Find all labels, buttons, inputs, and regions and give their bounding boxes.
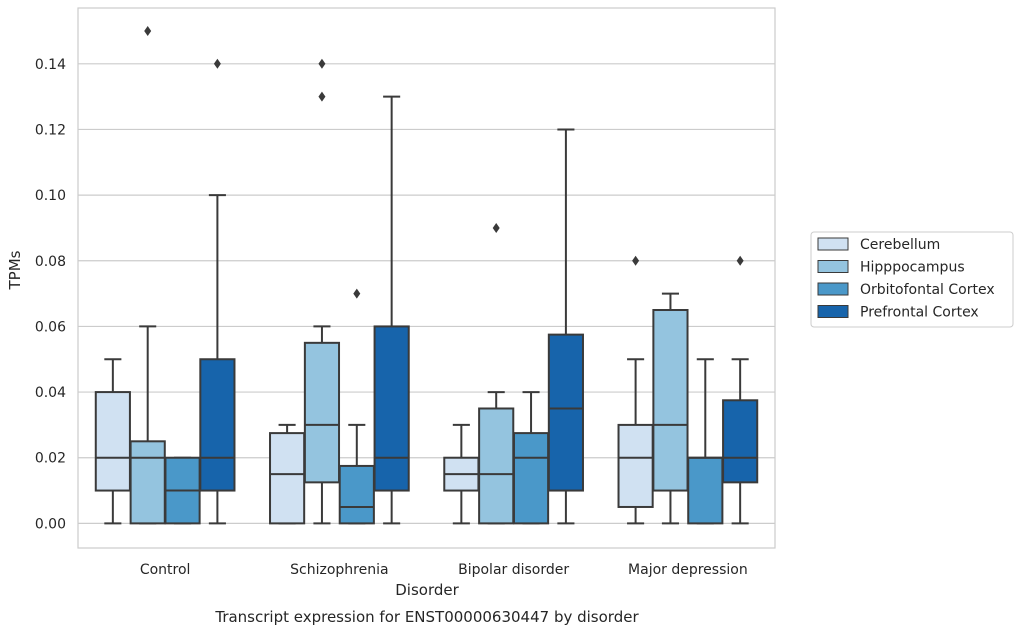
box-layer [94,25,759,525]
outlier-point [492,222,500,233]
box [303,341,341,484]
box [129,440,166,525]
box-group [129,25,166,525]
y-axis-ticks: 0.00 0.02 0.04 0.06 0.08 0.10 0.12 0.14 [35,57,66,533]
x-tick-label: Control [140,562,191,578]
box-group [547,128,584,525]
y-tick-label: 0.14 [35,57,66,73]
box-group [94,358,131,525]
y-tick-label: 0.06 [35,319,66,335]
box [722,399,759,484]
chart-caption: Transcript expression for ENST0000063044… [214,608,639,626]
outlier-point [144,25,152,36]
legend-label: Hipppocampus [860,260,965,276]
legend-frame [810,231,1014,328]
box [512,432,550,525]
box-group [338,288,375,525]
box-group [478,222,515,525]
box [269,432,306,525]
box [94,391,131,492]
y-tick-label: 0.02 [35,451,66,467]
plot-frame [77,7,776,549]
box-group [373,95,410,525]
box-group [512,391,550,525]
y-tick-label: 0.12 [35,122,66,138]
box [547,333,584,492]
legend-swatch [817,282,849,296]
legend-label: Cerebellum [860,237,940,253]
y-tick-label: 0.00 [35,516,66,532]
x-tick-label: Bipolar disorder [458,562,569,578]
outlier-point [632,255,640,266]
y-tick-label: 0.08 [35,254,66,270]
box-group [687,358,724,525]
x-axis-ticks: Control Schizophrenia Bipolar disorder Majo… [140,562,748,578]
box [373,325,410,492]
outlier-point [318,58,326,69]
legend-swatch [817,260,849,273]
legend-swatch [817,237,849,251]
x-tick-label: Major depression [628,562,748,578]
box [338,464,375,525]
legend-label: Orbitofontal Cortex [860,282,995,298]
box [617,423,654,508]
box [199,358,236,492]
outlier-point [213,58,221,69]
box-group [617,255,654,525]
legend-swatch [817,305,849,318]
box-group [652,292,689,525]
legend-label: Prefrontal Cortex [860,305,979,321]
box [687,456,724,525]
outlier-point [736,255,744,266]
x-axis-label: Disorder [395,581,459,599]
outlier-point [353,288,361,299]
legend: Cerebellum Hipppocampus Orbitofontal Corte… [810,231,1014,328]
box [478,407,515,525]
box-group [269,423,306,525]
box-group [199,58,236,525]
x-tick-label: Schizophrenia [290,562,388,578]
box-group [164,456,201,525]
box [652,309,689,492]
box-group [722,255,759,525]
y-tick-label: 0.04 [35,385,66,401]
box-group [303,58,341,525]
box-group [443,423,480,525]
y-axis-label: TPMs [6,250,24,290]
y-tick-label: 0.10 [35,188,66,204]
outlier-point [318,91,326,102]
